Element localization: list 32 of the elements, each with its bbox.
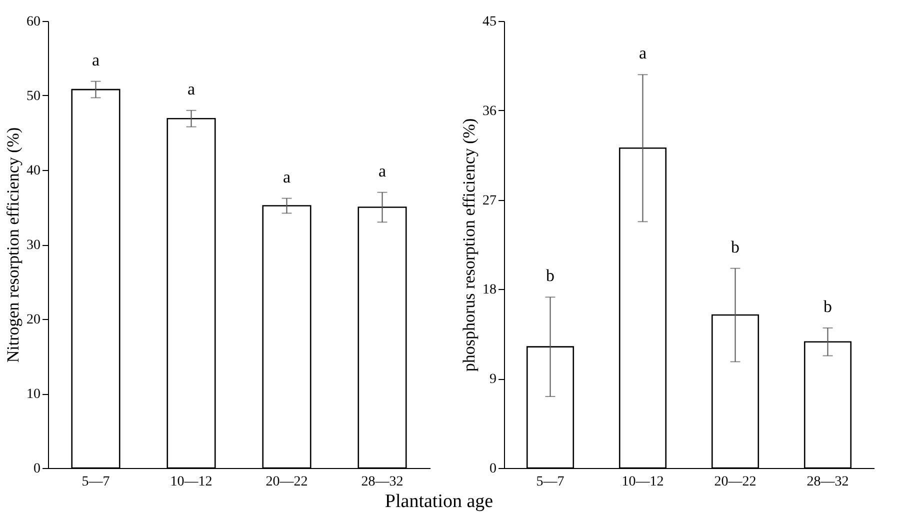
y-tick-label: 36 <box>482 104 496 119</box>
x-tick-label: 5—7 <box>536 474 564 490</box>
annotation: a <box>638 44 647 63</box>
y-tick-label: 18 <box>482 282 496 298</box>
y-tick-label: 27 <box>482 193 496 208</box>
x-tick-label: 10—12 <box>622 474 664 490</box>
annotation: b <box>731 237 740 256</box>
annotation: a <box>92 50 100 70</box>
y-tick-label: 40 <box>26 164 40 178</box>
x-tick-label: 28—32 <box>806 474 849 490</box>
x-tick-label: 20—22 <box>266 474 308 490</box>
y-tick-label: 9 <box>490 372 496 388</box>
y-tick-label: 10 <box>26 387 40 402</box>
y-tick-label: 50 <box>26 89 40 104</box>
x-axis-title: Plantation age <box>384 491 494 512</box>
x-tick-label: 28—32 <box>361 474 404 490</box>
annotation: a <box>282 167 291 186</box>
y-tick-label: 0 <box>34 462 40 476</box>
y-tick-label: 0 <box>490 462 496 476</box>
x-tick-label: 10—12 <box>170 474 212 490</box>
annotation: a <box>187 79 196 98</box>
annotation: a <box>378 161 386 180</box>
annotation: b <box>824 296 832 316</box>
y-tick-label: 60 <box>26 14 40 30</box>
y-tick-label: 45 <box>482 14 496 30</box>
y-tick-label: 20 <box>26 312 40 328</box>
x-tick-label: 5—7 <box>82 474 110 490</box>
y-tick-label: 30 <box>26 238 40 253</box>
x-tick-label: 20—22 <box>714 474 756 490</box>
annotation: b <box>546 266 554 286</box>
y-axis-title: phosphorus resorption efficiency (%) <box>460 118 478 372</box>
y-axis-title: Nitrogen resorption efficiency (%) <box>4 127 22 363</box>
